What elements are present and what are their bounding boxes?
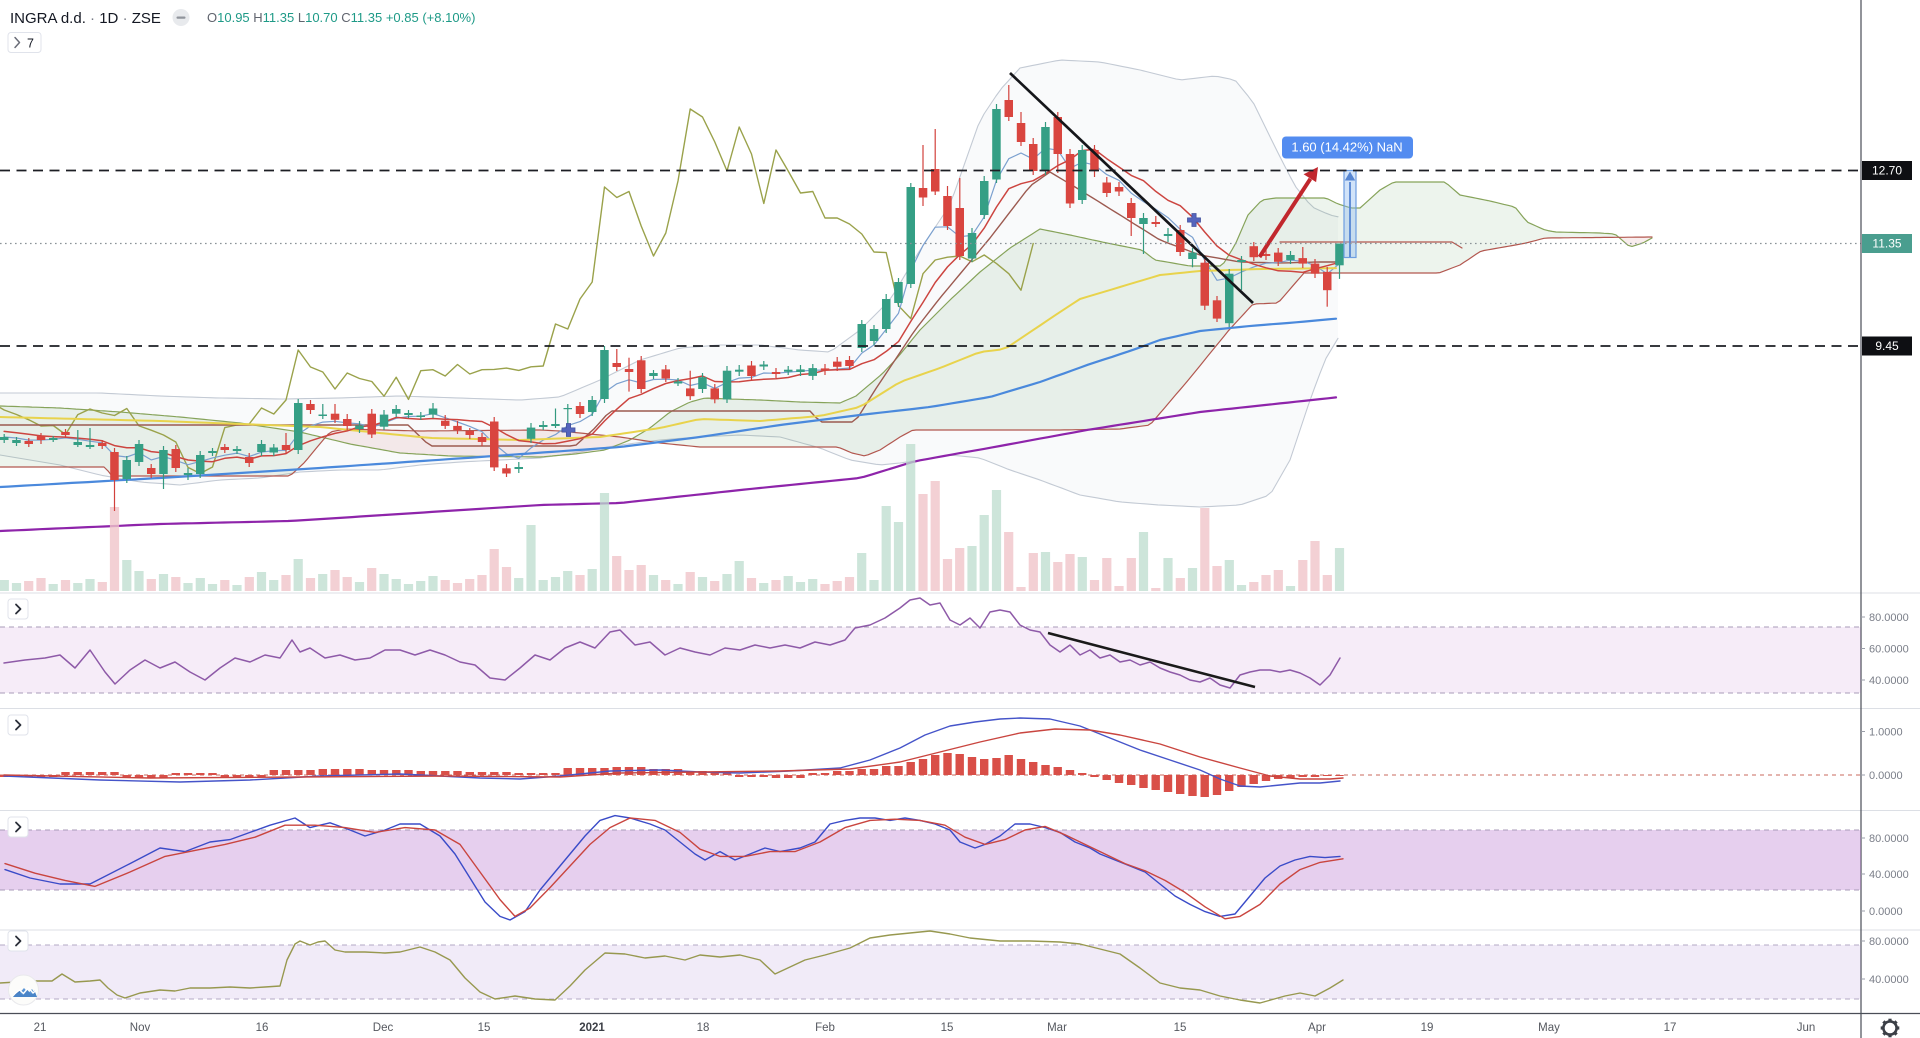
svg-text:15: 15	[1174, 1022, 1187, 1034]
svg-text:INGRA d.d. · 1D · ZSE: INGRA d.d. · 1D · ZSE	[10, 10, 161, 27]
svg-text:60.0000: 60.0000	[1869, 643, 1909, 655]
svg-text:2021: 2021	[579, 1022, 605, 1034]
svg-text:40.0000: 40.0000	[1869, 974, 1909, 986]
svg-text:17: 17	[1664, 1022, 1677, 1034]
svg-text:O10.95 H11.35 L10.70 C11.35 +0: O10.95 H11.35 L10.70 C11.35 +0.85 (+8.10…	[207, 10, 475, 25]
svg-text:80.0000: 80.0000	[1869, 936, 1909, 948]
svg-text:16: 16	[256, 1022, 269, 1034]
svg-text:May: May	[1538, 1022, 1560, 1034]
svg-text:21: 21	[34, 1022, 47, 1034]
svg-text:1.60 (14.42%) NaN: 1.60 (14.42%) NaN	[1291, 140, 1402, 155]
svg-text:Dec: Dec	[373, 1022, 394, 1034]
svg-text:80.0000: 80.0000	[1869, 612, 1909, 624]
svg-text:0.0000: 0.0000	[1869, 906, 1903, 918]
svg-text:Mar: Mar	[1047, 1022, 1067, 1034]
svg-text:1.0000: 1.0000	[1869, 726, 1903, 738]
svg-text:40.0000: 40.0000	[1869, 675, 1909, 687]
svg-text:7: 7	[27, 37, 34, 51]
svg-text:Apr: Apr	[1308, 1022, 1326, 1034]
svg-text:9.45: 9.45	[1875, 339, 1899, 353]
svg-text:15: 15	[941, 1022, 954, 1034]
svg-text:19: 19	[1421, 1022, 1434, 1034]
svg-text:Feb: Feb	[815, 1022, 835, 1034]
svg-text:40.0000: 40.0000	[1869, 869, 1909, 881]
svg-text:0.0000: 0.0000	[1869, 770, 1903, 782]
svg-text:11.35: 11.35	[1872, 237, 1901, 251]
svg-text:18: 18	[697, 1022, 710, 1034]
svg-text:Nov: Nov	[130, 1022, 151, 1034]
svg-text:12.70: 12.70	[1872, 164, 1902, 178]
svg-text:80.0000: 80.0000	[1869, 833, 1909, 845]
svg-text:15: 15	[478, 1022, 491, 1034]
svg-text:Jun: Jun	[1797, 1022, 1816, 1034]
